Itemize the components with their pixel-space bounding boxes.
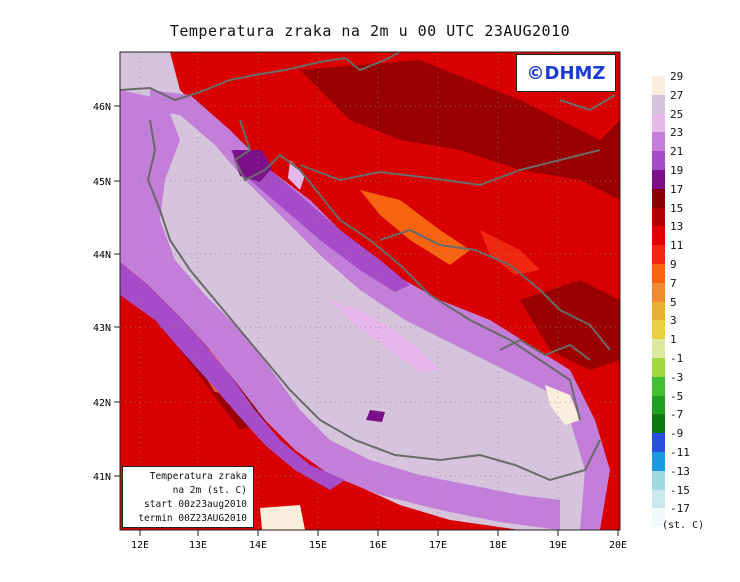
legend-label: 3 <box>670 314 677 328</box>
legend-swatch <box>652 433 665 453</box>
legend-swatch <box>652 376 665 396</box>
lat-label-41n: 41N <box>93 472 111 483</box>
legend-swatch <box>652 508 665 528</box>
coast-band-west <box>120 90 560 530</box>
legend-label: 9 <box>670 258 677 271</box>
lon-label-18e: 18E <box>489 540 507 551</box>
legend-label: -7 <box>670 408 684 422</box>
lon-label-12e: 12E <box>131 540 149 551</box>
borders <box>120 52 616 482</box>
lon-label-15e: 15E <box>309 540 327 551</box>
legend-label: 5 <box>670 295 677 309</box>
legend-swatch <box>652 94 665 114</box>
lat-label-45n: 45N <box>93 177 111 188</box>
info-line-unit: na 2m (st. C) <box>172 485 247 496</box>
legend-swatch <box>652 301 665 321</box>
legend-label: 7 <box>670 276 677 290</box>
legend-swatch <box>652 207 665 227</box>
land-italy <box>120 240 520 530</box>
legend-swatch <box>652 339 665 359</box>
legend-label: 25 <box>670 107 684 121</box>
legend-swatch <box>652 282 665 302</box>
lon-axis <box>139 530 619 536</box>
legend-swatch <box>652 489 665 509</box>
legend-swatch <box>652 132 665 152</box>
legend-label: 21 <box>670 145 684 159</box>
lat-label-42n: 42N <box>93 398 111 409</box>
lon-label-16e: 16E <box>369 540 387 551</box>
lon-label-13e: 13E <box>189 540 207 551</box>
map-field <box>120 52 620 530</box>
legend-swatch <box>652 470 665 490</box>
legend-swatch <box>652 320 665 340</box>
legend-label: -1 <box>670 352 684 365</box>
info-line-variable: Temperatura zraka <box>149 471 247 482</box>
info-line-start: start 00z23aug2010 <box>144 499 247 510</box>
legend-label: -5 <box>670 389 684 403</box>
land-east <box>170 52 620 530</box>
lon-label-17e: 17E <box>429 540 447 551</box>
legend-label: 29 <box>670 70 684 83</box>
info-line-termin: termin 00Z23AUG2010 <box>138 513 247 524</box>
legend-label: 13 <box>670 220 684 234</box>
legend-label: -3 <box>670 370 684 384</box>
graticule <box>120 52 620 530</box>
legend-label: -11 <box>670 446 690 459</box>
legend-swatch <box>652 245 665 265</box>
map-title: Temperatura zraka na 2m u 00 UTC 23AUG20… <box>169 22 571 40</box>
legend-swatch <box>652 151 665 171</box>
legend-unit: (st. C) <box>662 520 705 531</box>
legend-swatch <box>652 414 665 434</box>
dhmz-logo: ©DHMZ <box>516 54 616 92</box>
legend-label: 1 <box>670 333 677 347</box>
legend-label: 23 <box>670 126 684 140</box>
info-box: Temperatura zraka na 2m (st. C) start 00… <box>122 466 254 528</box>
legend-swatch <box>652 76 665 95</box>
legend-swatch <box>652 395 665 415</box>
legend-swatch <box>652 188 665 208</box>
lon-label-14e: 14E <box>249 540 267 551</box>
legend-label: 15 <box>670 201 684 215</box>
lat-label-46n: 46N <box>93 102 111 113</box>
coast-band-east <box>150 90 610 530</box>
lon-label-20e: 20E <box>609 540 627 551</box>
legend-label: 17 <box>670 182 684 196</box>
lat-label-44n: 44N <box>93 250 111 261</box>
legend-swatch <box>652 226 665 246</box>
lon-label-19e: 19E <box>549 540 567 551</box>
legend-label: -15 <box>670 483 690 497</box>
legend-label: 27 <box>670 88 684 102</box>
lat-label-43n: 43N <box>93 323 111 334</box>
legend-label: 11 <box>670 239 684 253</box>
legend-label: -9 <box>670 427 684 441</box>
legend-label: 19 <box>670 164 684 177</box>
legend-label: -17 <box>670 502 690 516</box>
legend-swatch <box>652 264 665 283</box>
legend-swatch <box>652 170 665 189</box>
legend-swatch <box>652 452 665 471</box>
lat-axis <box>114 105 120 477</box>
legend-swatch <box>652 358 665 377</box>
legend-swatch <box>652 113 665 133</box>
legend-label: -13 <box>670 464 690 478</box>
